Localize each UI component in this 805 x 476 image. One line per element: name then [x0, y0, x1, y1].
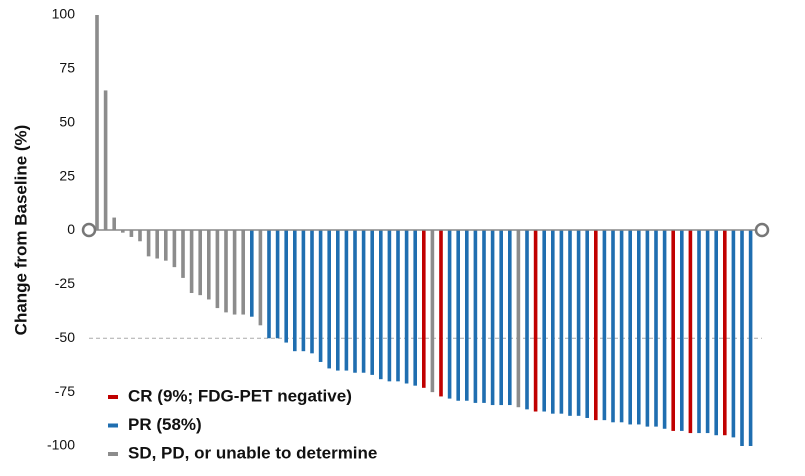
bar: [189, 230, 194, 293]
bar: [293, 230, 297, 352]
bar: [155, 230, 159, 259]
bar: [447, 230, 452, 399]
legend-label: PR (58%): [128, 415, 202, 434]
bar: [697, 230, 701, 434]
bar: [680, 230, 684, 431]
y-tick-label: -25: [55, 275, 75, 291]
y-tick-label: 0: [67, 221, 75, 237]
bar: [232, 230, 237, 315]
bar: [525, 230, 529, 410]
bar: [224, 230, 228, 313]
bar: [129, 230, 134, 237]
axis-end: [81, 222, 97, 238]
bar: [172, 230, 177, 268]
bar: [95, 15, 99, 231]
bar: [594, 230, 598, 421]
bar: [482, 230, 486, 403]
bar: [671, 230, 675, 431]
bar: [714, 230, 718, 436]
bar: [637, 230, 641, 425]
bar: [121, 230, 125, 233]
bar: [748, 230, 753, 446]
bar: [439, 230, 443, 397]
bar: [628, 230, 632, 425]
legend-swatch: [108, 452, 118, 456]
y-tick-label: -100: [47, 437, 75, 453]
y-tick-label: 100: [52, 6, 76, 22]
bar: [267, 230, 271, 339]
bar: [516, 230, 521, 408]
bar: [318, 230, 323, 362]
bar: [723, 230, 727, 436]
legend-label: CR (9%; FDG-PET negative): [128, 386, 352, 405]
plot-area: -100 -75 -50 -25 0 25 50 75 100 CR (9%; FDG-PET n…: [47, 6, 762, 462]
bar: [215, 230, 220, 309]
y-tick-label: 25: [59, 167, 75, 183]
bar: [705, 230, 710, 434]
bar: [275, 230, 280, 339]
bar: [396, 230, 400, 382]
bar: [542, 230, 546, 412]
bar: [413, 230, 417, 386]
bar: [731, 230, 736, 438]
legend-label: SD, PD, or unable to determine: [128, 443, 377, 462]
y-axis-title: Change from Baseline (%): [11, 125, 30, 336]
bar: [336, 230, 340, 371]
bar: [138, 230, 142, 242]
axis-end: [754, 222, 770, 238]
bar: [103, 90, 108, 231]
bar: [465, 230, 469, 401]
bar: [499, 230, 503, 406]
bar: [551, 230, 555, 414]
legend-swatch: [108, 423, 118, 428]
bar: [164, 230, 168, 261]
bar: [490, 230, 495, 406]
bar: [619, 230, 624, 423]
bar: [387, 230, 392, 382]
y-tick-label: -50: [55, 329, 75, 345]
bar: [533, 230, 538, 412]
bar: [645, 230, 650, 427]
bar: [207, 230, 211, 300]
bar: [344, 230, 349, 371]
bar: [258, 230, 263, 326]
bar: [284, 230, 288, 343]
bar: [379, 230, 383, 380]
bar: [559, 230, 564, 414]
bar: [301, 230, 306, 352]
bar: [112, 217, 116, 231]
bar: [370, 230, 374, 375]
bar: [508, 230, 512, 406]
bar: [310, 230, 314, 354]
bar: [568, 230, 572, 416]
bar: [473, 230, 478, 403]
bar: [250, 230, 254, 317]
bar: [404, 230, 409, 384]
bar: [585, 230, 589, 418]
bar: [602, 230, 607, 421]
bar: [422, 230, 426, 388]
bar: [740, 230, 744, 446]
bar: [146, 230, 151, 257]
bar: [181, 230, 185, 278]
bar: [241, 230, 245, 315]
bar: [654, 230, 658, 427]
bar: [430, 230, 435, 393]
bar: [353, 230, 357, 373]
bar: [662, 230, 667, 429]
bar: [456, 230, 460, 401]
bar: [361, 230, 366, 373]
bar: [688, 230, 693, 434]
bar: [611, 230, 615, 423]
y-tick-label: 50: [59, 113, 75, 129]
bar: [576, 230, 581, 416]
y-tick-label: 75: [59, 60, 75, 76]
y-tick-label: -75: [55, 383, 75, 399]
legend-swatch: [108, 395, 118, 399]
bar: [327, 230, 331, 369]
bar: [198, 230, 202, 296]
